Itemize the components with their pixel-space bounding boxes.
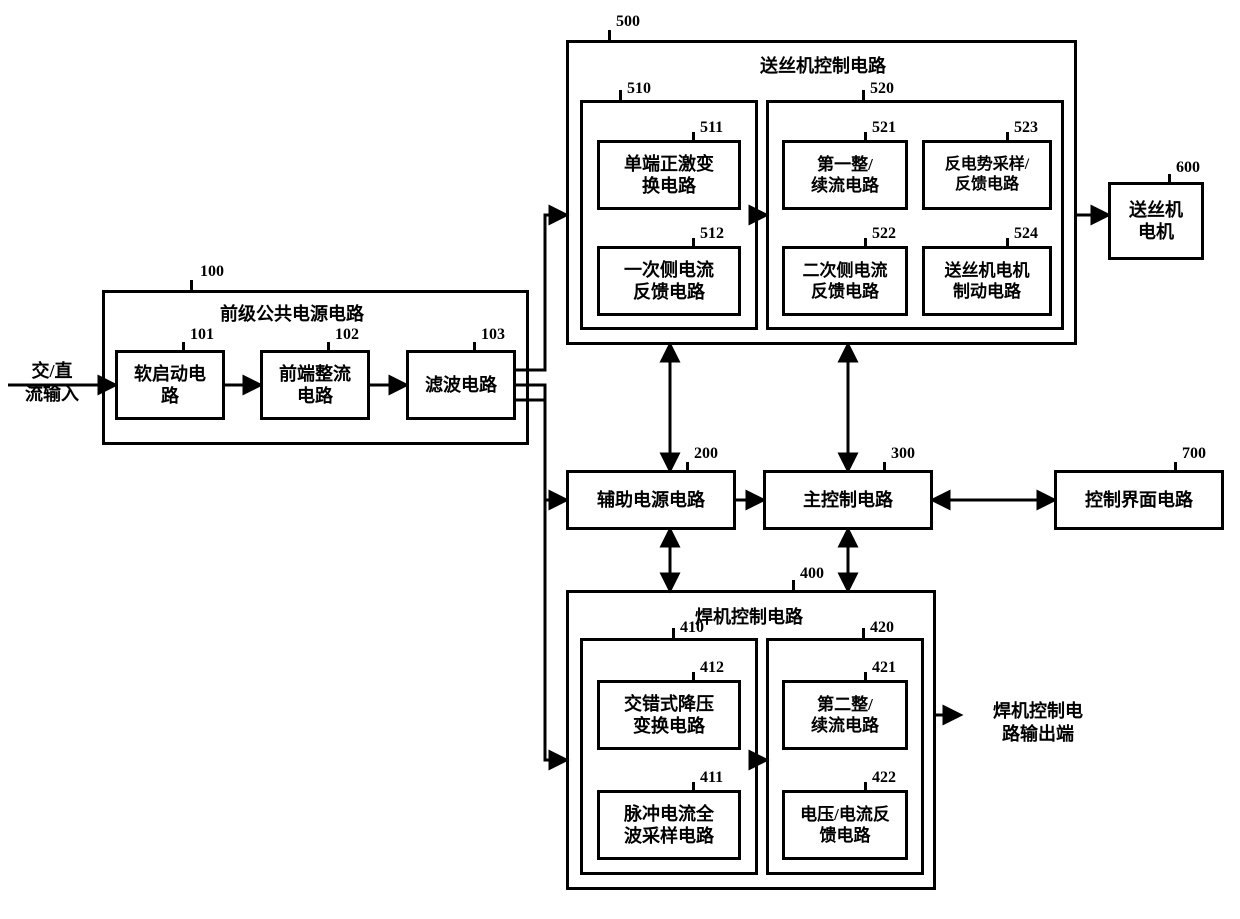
block-label-522: 二次侧电流反馈电路 <box>803 260 888 303</box>
ref-tick-523 <box>1006 132 1009 140</box>
container-title-500: 送丝机控制电路 <box>760 52 886 78</box>
block-label-421: 第二整/续流电路 <box>811 694 879 737</box>
ref-label-200: 200 <box>694 445 718 463</box>
ref-label-102: 102 <box>335 326 359 344</box>
input-label: 交/直流输入 <box>12 360 92 405</box>
block-label-411: 脉冲电流全波采样电路 <box>624 803 714 848</box>
container-title-100: 前级公共电源电路 <box>220 300 364 326</box>
ref-label-411: 411 <box>700 769 723 787</box>
block-101: 软启动电路 <box>115 350 225 420</box>
ref-label-512: 512 <box>700 225 724 243</box>
ref-label-524: 524 <box>1014 225 1038 243</box>
ref-tick-521 <box>864 132 867 140</box>
block-label-511: 单端正激变换电路 <box>624 153 714 198</box>
ref-tick-300 <box>883 462 886 470</box>
ref-label-420: 420 <box>870 619 894 637</box>
ref-tick-421 <box>864 672 867 680</box>
ref-label-103: 103 <box>481 326 505 344</box>
block-200: 辅助电源电路 <box>566 470 736 530</box>
block-label-523: 反电势采样/反馈电路 <box>945 155 1029 195</box>
ref-label-101: 101 <box>190 326 214 344</box>
block-label-300: 主控制电路 <box>803 489 893 512</box>
ref-tick-101 <box>182 342 185 350</box>
block-411: 脉冲电流全波采样电路 <box>597 790 741 860</box>
block-523: 反电势采样/反馈电路 <box>922 140 1052 210</box>
ref-label-511: 511 <box>700 119 723 137</box>
block-700: 控制界面电路 <box>1054 470 1224 530</box>
ref-tick-422 <box>864 782 867 790</box>
ref-tick-410 <box>672 628 675 638</box>
ref-tick-400 <box>792 580 795 590</box>
ref-tick-103 <box>473 342 476 350</box>
block-label-200: 辅助电源电路 <box>597 489 705 512</box>
block-421: 第二整/续流电路 <box>782 680 908 750</box>
ref-label-300: 300 <box>891 445 915 463</box>
block-103: 滤波电路 <box>406 350 516 420</box>
ref-tick-510 <box>619 90 622 100</box>
block-label-422: 电压/电流反馈电路 <box>800 804 890 847</box>
ref-label-700: 700 <box>1182 445 1206 463</box>
ref-label-422: 422 <box>872 769 896 787</box>
block-600: 送丝机电机 <box>1108 182 1204 260</box>
ref-label-522: 522 <box>872 225 896 243</box>
block-521: 第一整/续流电路 <box>782 140 908 210</box>
ref-label-600: 600 <box>1176 159 1200 177</box>
block-524: 送丝机电机制动电路 <box>922 246 1052 316</box>
ref-tick-600 <box>1168 174 1171 182</box>
ref-label-523: 523 <box>1014 119 1038 137</box>
ref-tick-512 <box>692 238 695 246</box>
block-label-524: 送丝机电机制动电路 <box>945 260 1030 303</box>
block-412: 交错式降压变换电路 <box>597 680 741 750</box>
ref-tick-420 <box>862 628 865 638</box>
container-title-400: 焊机控制电路 <box>695 603 803 629</box>
block-label-700: 控制界面电路 <box>1085 489 1193 512</box>
block-label-101: 软启动电路 <box>134 363 206 408</box>
block-label-412: 交错式降压变换电路 <box>624 693 714 738</box>
block-label-600: 送丝机电机 <box>1129 199 1183 244</box>
block-102: 前端整流电路 <box>260 350 370 420</box>
arrow-103-400 <box>516 400 566 760</box>
block-300: 主控制电路 <box>763 470 933 530</box>
block-512: 一次侧电流反馈电路 <box>597 246 741 316</box>
ref-tick-700 <box>1174 462 1177 470</box>
ref-label-100: 100 <box>200 263 224 281</box>
ref-tick-411 <box>692 782 695 790</box>
ref-tick-500 <box>608 30 611 40</box>
ref-tick-412 <box>692 672 695 680</box>
ref-label-520: 520 <box>870 80 894 98</box>
welder-output-label: 焊机控制电路输出端 <box>958 700 1118 745</box>
ref-label-500: 500 <box>616 13 640 31</box>
ref-tick-511 <box>692 132 695 140</box>
ref-label-510: 510 <box>627 80 651 98</box>
ref-tick-100 <box>190 280 193 290</box>
block-label-102: 前端整流电路 <box>279 363 351 408</box>
diagram-canvas: 100 前级公共电源电路 500 送丝机控制电路 510 520 400 焊机控制电路410 4… <box>0 0 1240 919</box>
block-511: 单端正激变换电路 <box>597 140 741 210</box>
block-label-521: 第一整/续流电路 <box>811 154 879 197</box>
ref-label-410: 410 <box>680 619 704 637</box>
ref-label-421: 421 <box>872 659 896 677</box>
ref-tick-520 <box>862 90 865 100</box>
ref-label-400: 400 <box>800 565 824 583</box>
ref-label-521: 521 <box>872 119 896 137</box>
ref-tick-522 <box>864 238 867 246</box>
ref-label-412: 412 <box>700 659 724 677</box>
block-label-103: 滤波电路 <box>425 374 497 397</box>
block-422: 电压/电流反馈电路 <box>782 790 908 860</box>
ref-tick-200 <box>686 462 689 470</box>
block-522: 二次侧电流反馈电路 <box>782 246 908 316</box>
ref-tick-524 <box>1006 238 1009 246</box>
ref-tick-102 <box>327 342 330 350</box>
block-label-512: 一次侧电流反馈电路 <box>624 259 714 304</box>
